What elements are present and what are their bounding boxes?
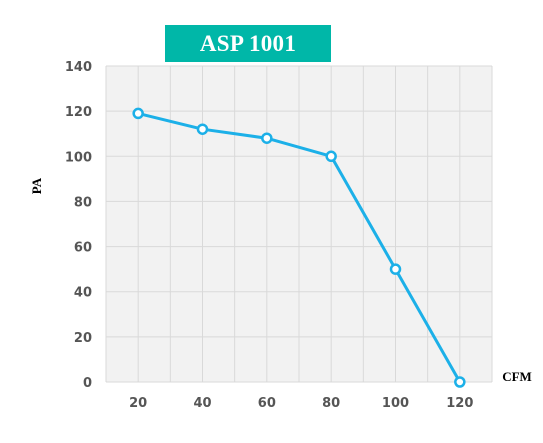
x-tick-label: 20 [129,396,147,411]
y-tick-label: 20 [74,331,92,346]
grid [105,65,493,383]
x-axis-ticks: 20 40 60 80 100 120 [129,396,473,411]
x-tick-label: 80 [322,396,340,411]
y-axis-ticks: 0 20 40 60 80 100 120 140 [65,60,92,391]
data-point [325,150,337,163]
y-tick-label: 120 [65,105,92,120]
y-tick-label: 0 [83,376,92,391]
chart-title-banner: ASP 1001 [165,25,331,62]
data-point [132,107,144,120]
x-axis-title: CFM [502,369,532,384]
x-tick-label: 120 [446,396,473,411]
series-line [137,111,462,383]
data-point [261,132,273,144]
y-tick-label: 80 [74,195,92,210]
x-tick-label: 60 [258,396,276,411]
y-tick-label: 140 [65,60,92,75]
data-point [196,123,209,135]
y-tick-label: 60 [74,241,92,256]
y-axis-title: PA [29,177,44,194]
chart-title: ASP 1001 [199,30,297,56]
y-tick-label: 40 [74,286,92,301]
data-point [389,263,402,275]
data-point [454,376,466,388]
y-tick-label: 100 [65,150,92,165]
series [132,107,466,388]
x-tick-label: 40 [193,396,211,411]
x-tick-label: 100 [382,396,409,411]
